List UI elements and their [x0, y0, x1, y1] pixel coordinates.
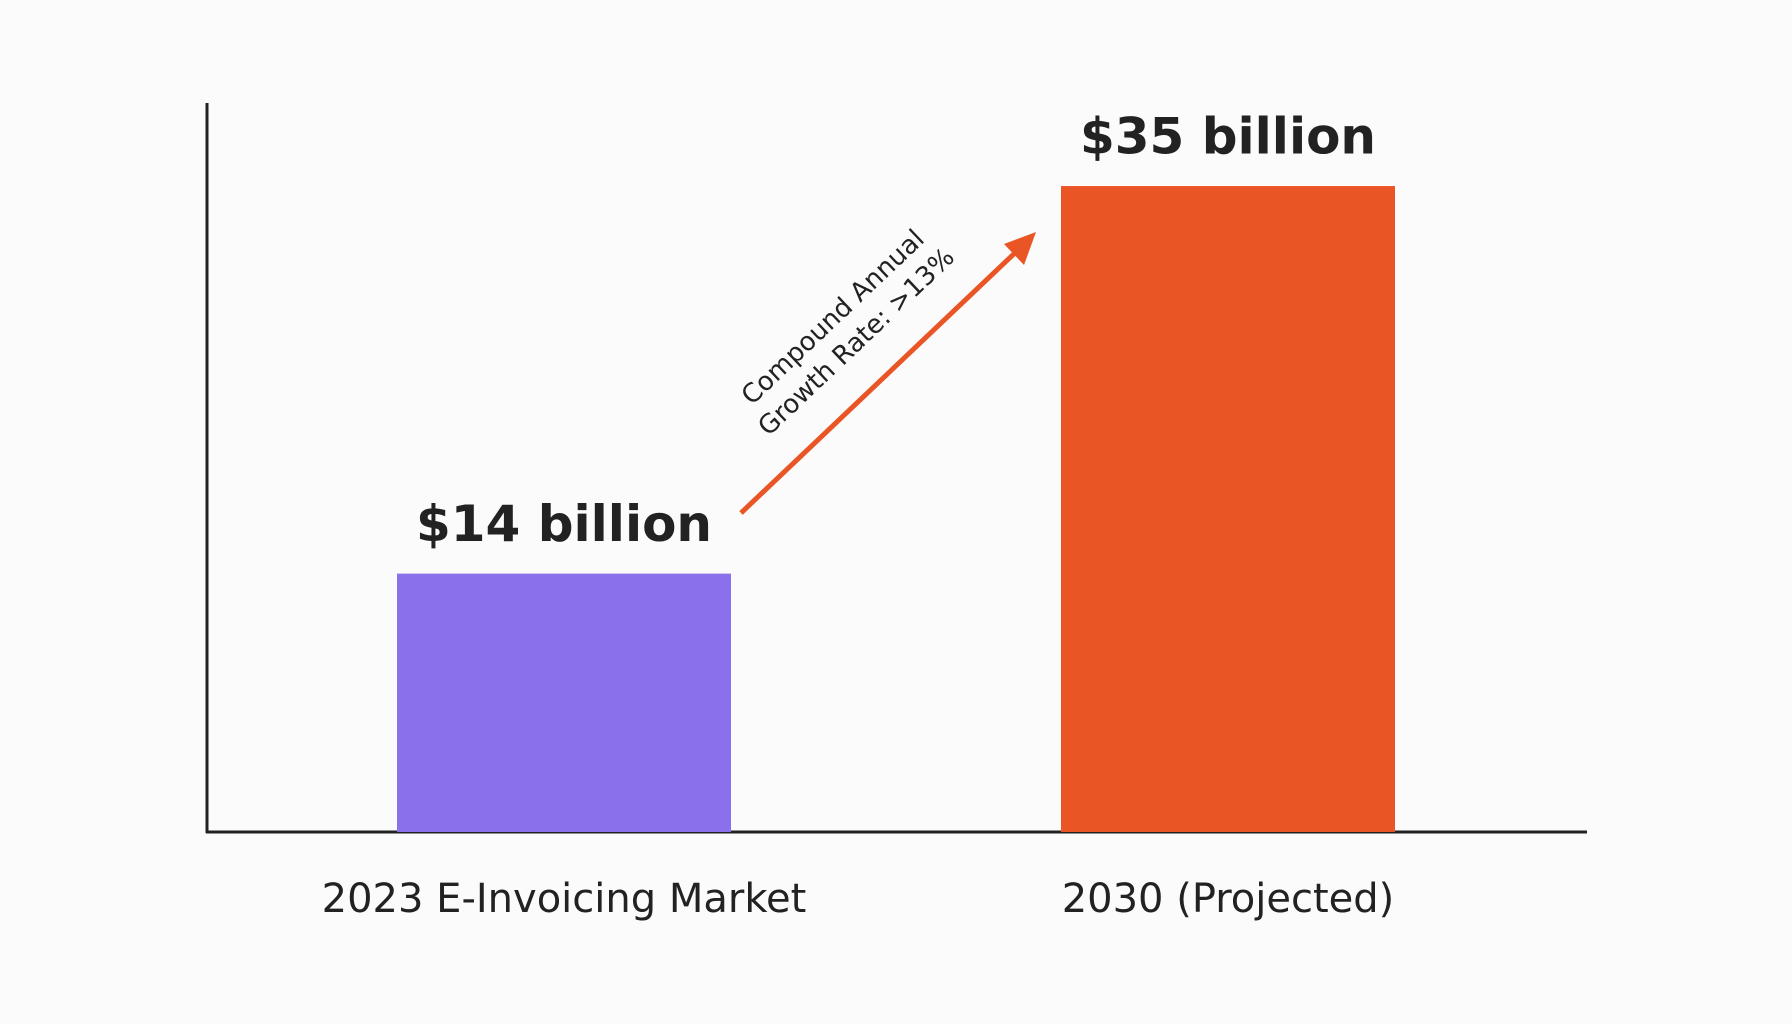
value-label: $35 billion — [1080, 108, 1376, 166]
growth-arrow — [739, 248, 1020, 515]
value-label: $14 billion — [416, 495, 712, 553]
x-tick-label: 2030 (Projected) — [1062, 876, 1395, 922]
bar — [397, 573, 731, 832]
x-tick-label: 2023 E-Invoicing Market — [322, 876, 807, 922]
bar — [1061, 186, 1395, 832]
arrow-head — [1004, 232, 1036, 265]
